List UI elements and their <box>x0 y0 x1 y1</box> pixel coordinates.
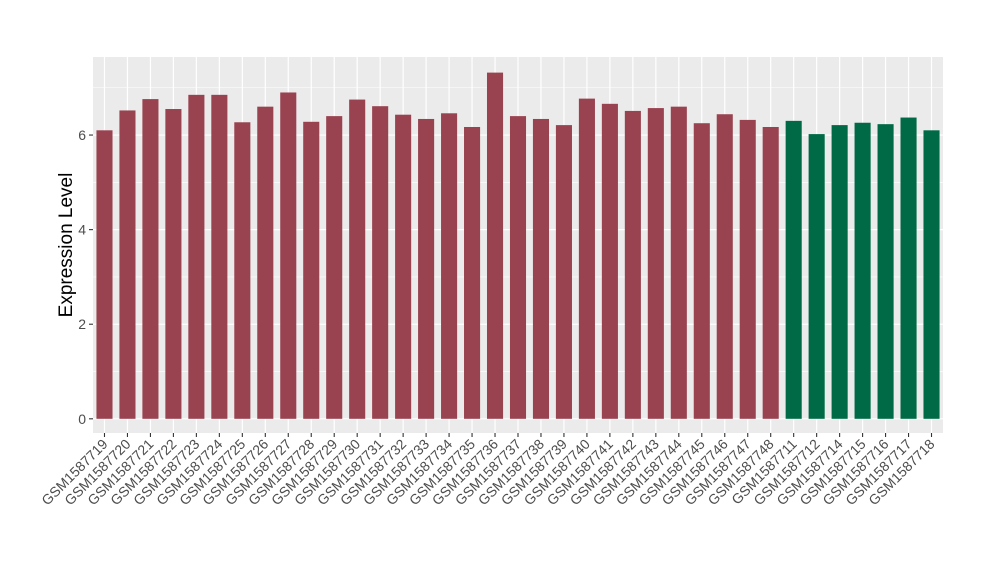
y-axis: 0 2 4 6 <box>78 127 93 427</box>
bar-GSM1587716 <box>877 124 894 419</box>
bar-GSM1587742 <box>624 110 641 419</box>
bar-GSM1587738 <box>532 118 550 419</box>
bar-GSM1587731 <box>372 106 389 419</box>
bar-GSM1587737 <box>509 116 527 419</box>
bar-GSM1587714 <box>831 125 848 419</box>
bar-GSM1587740 <box>578 98 595 419</box>
bar-GSM1587741 <box>601 103 618 419</box>
bar-GSM1587748 <box>762 126 779 419</box>
y-tick-label: 4 <box>78 222 86 238</box>
bar-GSM1587736 <box>486 72 504 419</box>
bar-GSM1587711 <box>785 120 802 419</box>
bar-GSM1587743 <box>647 108 664 419</box>
bar-GSM1587719 <box>96 130 113 419</box>
bar-GSM1587745 <box>693 123 710 419</box>
bar-GSM1587728 <box>303 121 320 419</box>
bar-GSM1587734 <box>441 113 458 419</box>
bar-GSM1587715 <box>854 122 871 419</box>
bar-GSM1587725 <box>234 122 251 419</box>
bar-GSM1587727 <box>280 92 297 419</box>
bar-GSM1587724 <box>211 94 228 419</box>
bar-GSM1587726 <box>257 106 274 419</box>
bar-GSM1587720 <box>119 110 136 419</box>
bar-GSM1587739 <box>555 125 572 419</box>
bar-GSM1587723 <box>188 94 205 419</box>
bar-GSM1587732 <box>395 114 412 419</box>
y-axis-label: Expression Level <box>56 173 77 318</box>
bar-GSM1587718 <box>923 130 940 419</box>
y-tick-label: 2 <box>78 316 86 332</box>
bar-GSM1587735 <box>464 126 481 419</box>
y-tick-label: 6 <box>78 127 86 143</box>
bar-GSM1587733 <box>418 118 435 419</box>
bar-GSM1587721 <box>142 99 159 419</box>
bars <box>96 72 940 419</box>
bar-GSM1587712 <box>808 134 825 419</box>
bar-GSM1587747 <box>739 119 756 419</box>
y-tick-label: 0 <box>78 411 86 427</box>
x-axis: GSM1587719GSM1587720GSM1587721GSM1587722… <box>38 433 938 508</box>
bar-GSM1587746 <box>716 114 733 419</box>
bar-GSM1587717 <box>900 117 917 419</box>
bar-GSM1587730 <box>349 99 366 419</box>
bar-GSM1587722 <box>165 109 182 419</box>
bar-GSM1587729 <box>326 116 343 419</box>
bar-GSM1587744 <box>670 106 687 419</box>
